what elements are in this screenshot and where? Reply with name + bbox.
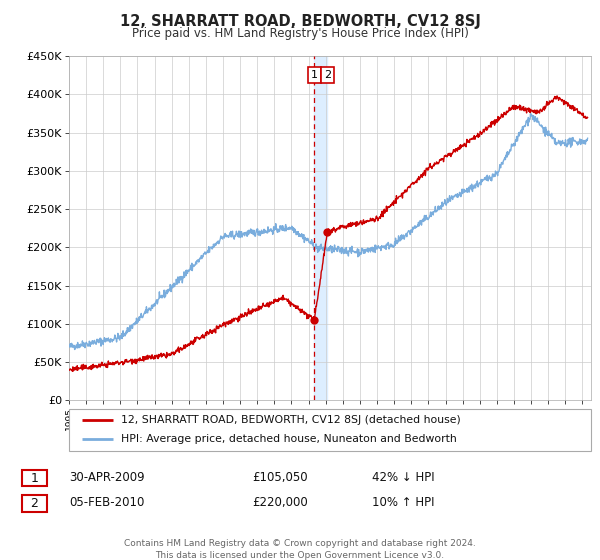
Text: 1: 1 <box>311 70 318 80</box>
Text: Contains HM Land Registry data © Crown copyright and database right 2024.
This d: Contains HM Land Registry data © Crown c… <box>124 539 476 560</box>
Text: 05-FEB-2010: 05-FEB-2010 <box>69 496 145 509</box>
Text: 30-APR-2009: 30-APR-2009 <box>69 470 145 484</box>
Text: 42% ↓ HPI: 42% ↓ HPI <box>372 470 434 484</box>
Text: 12, SHARRATT ROAD, BEDWORTH, CV12 8SJ: 12, SHARRATT ROAD, BEDWORTH, CV12 8SJ <box>119 14 481 29</box>
Bar <box>314 56 327 400</box>
Text: £105,050: £105,050 <box>252 470 308 484</box>
Text: 12, SHARRATT ROAD, BEDWORTH, CV12 8SJ (detached house): 12, SHARRATT ROAD, BEDWORTH, CV12 8SJ (d… <box>121 415 461 425</box>
Text: HPI: Average price, detached house, Nuneaton and Bedworth: HPI: Average price, detached house, Nune… <box>121 435 457 445</box>
Text: 1: 1 <box>31 472 38 485</box>
Text: 10% ↑ HPI: 10% ↑ HPI <box>372 496 434 509</box>
Text: £220,000: £220,000 <box>252 496 308 509</box>
Text: 2: 2 <box>323 70 331 80</box>
Text: Price paid vs. HM Land Registry's House Price Index (HPI): Price paid vs. HM Land Registry's House … <box>131 27 469 40</box>
Text: 2: 2 <box>31 497 38 510</box>
